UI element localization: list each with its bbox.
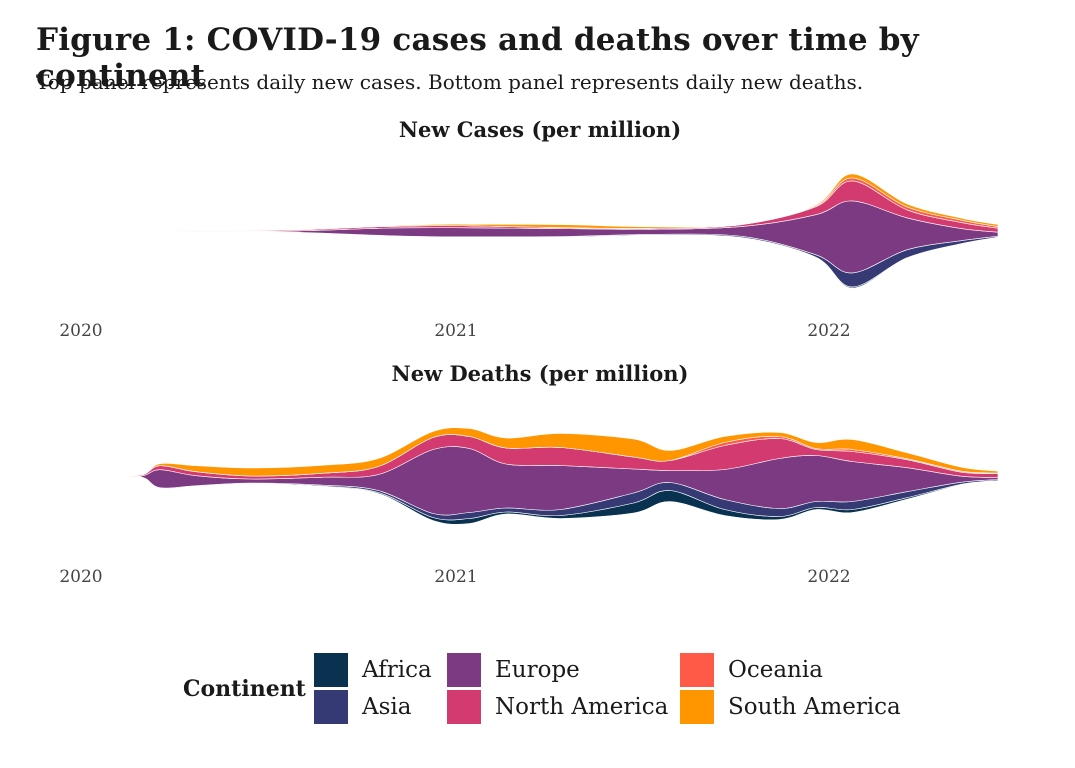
x-tick-label: 2020 — [59, 567, 102, 587]
x-tick-label: 2021 — [434, 567, 477, 587]
legend-item-europe: Europe — [447, 653, 580, 687]
deaths-panel-title: New Deaths (per million) — [392, 361, 689, 386]
x-tick-label: 2021 — [434, 321, 477, 341]
legend-title: Continent — [183, 676, 306, 702]
cases-streams — [104, 173, 999, 289]
cases-panel-title: New Cases (per million) — [399, 117, 681, 142]
stream-south-america — [104, 427, 999, 477]
stream-europe — [104, 200, 999, 274]
figure-subtitle: Top panel represents daily new cases. Bo… — [36, 70, 864, 94]
legend-swatch-south-america — [680, 690, 714, 724]
legend-label-europe: Europe — [495, 657, 580, 683]
legend-item-africa: Africa — [314, 653, 432, 687]
legend-swatch-oceania — [680, 653, 714, 687]
legend-item-asia: Asia — [314, 690, 411, 724]
legend-swatch-africa — [314, 653, 348, 687]
legend-item-north-america: North America — [447, 690, 668, 724]
legend-label-oceania: Oceania — [728, 657, 823, 683]
deaths-panel: New Deaths (per million) 2020 2021 2022 — [59, 361, 999, 587]
legend-label-north-america: North America — [495, 694, 669, 720]
legend-item-south-america: South America — [680, 690, 901, 724]
cases-x-axis: 2020 2021 2022 — [59, 321, 850, 341]
figure-title: Figure 1: COVID-19 cases and deaths over… — [36, 22, 919, 94]
deaths-streams — [104, 427, 999, 525]
x-tick-label: 2022 — [807, 321, 850, 341]
legend-item-oceania: Oceania — [680, 653, 823, 687]
x-tick-label: 2022 — [807, 567, 850, 587]
cases-panel: New Cases (per million) 2020 2021 2022 — [59, 117, 999, 341]
legend-label-asia: Asia — [362, 694, 412, 720]
deaths-x-axis: 2020 2021 2022 — [59, 567, 850, 587]
legend-swatch-asia — [314, 690, 348, 724]
legend-label-south-america: South America — [728, 694, 901, 720]
x-tick-label: 2020 — [59, 321, 102, 341]
stream-south-america — [104, 173, 999, 232]
legend-swatch-north-america — [447, 690, 481, 724]
legend-swatch-europe — [447, 653, 481, 687]
legend-label-africa: Africa — [362, 657, 432, 683]
